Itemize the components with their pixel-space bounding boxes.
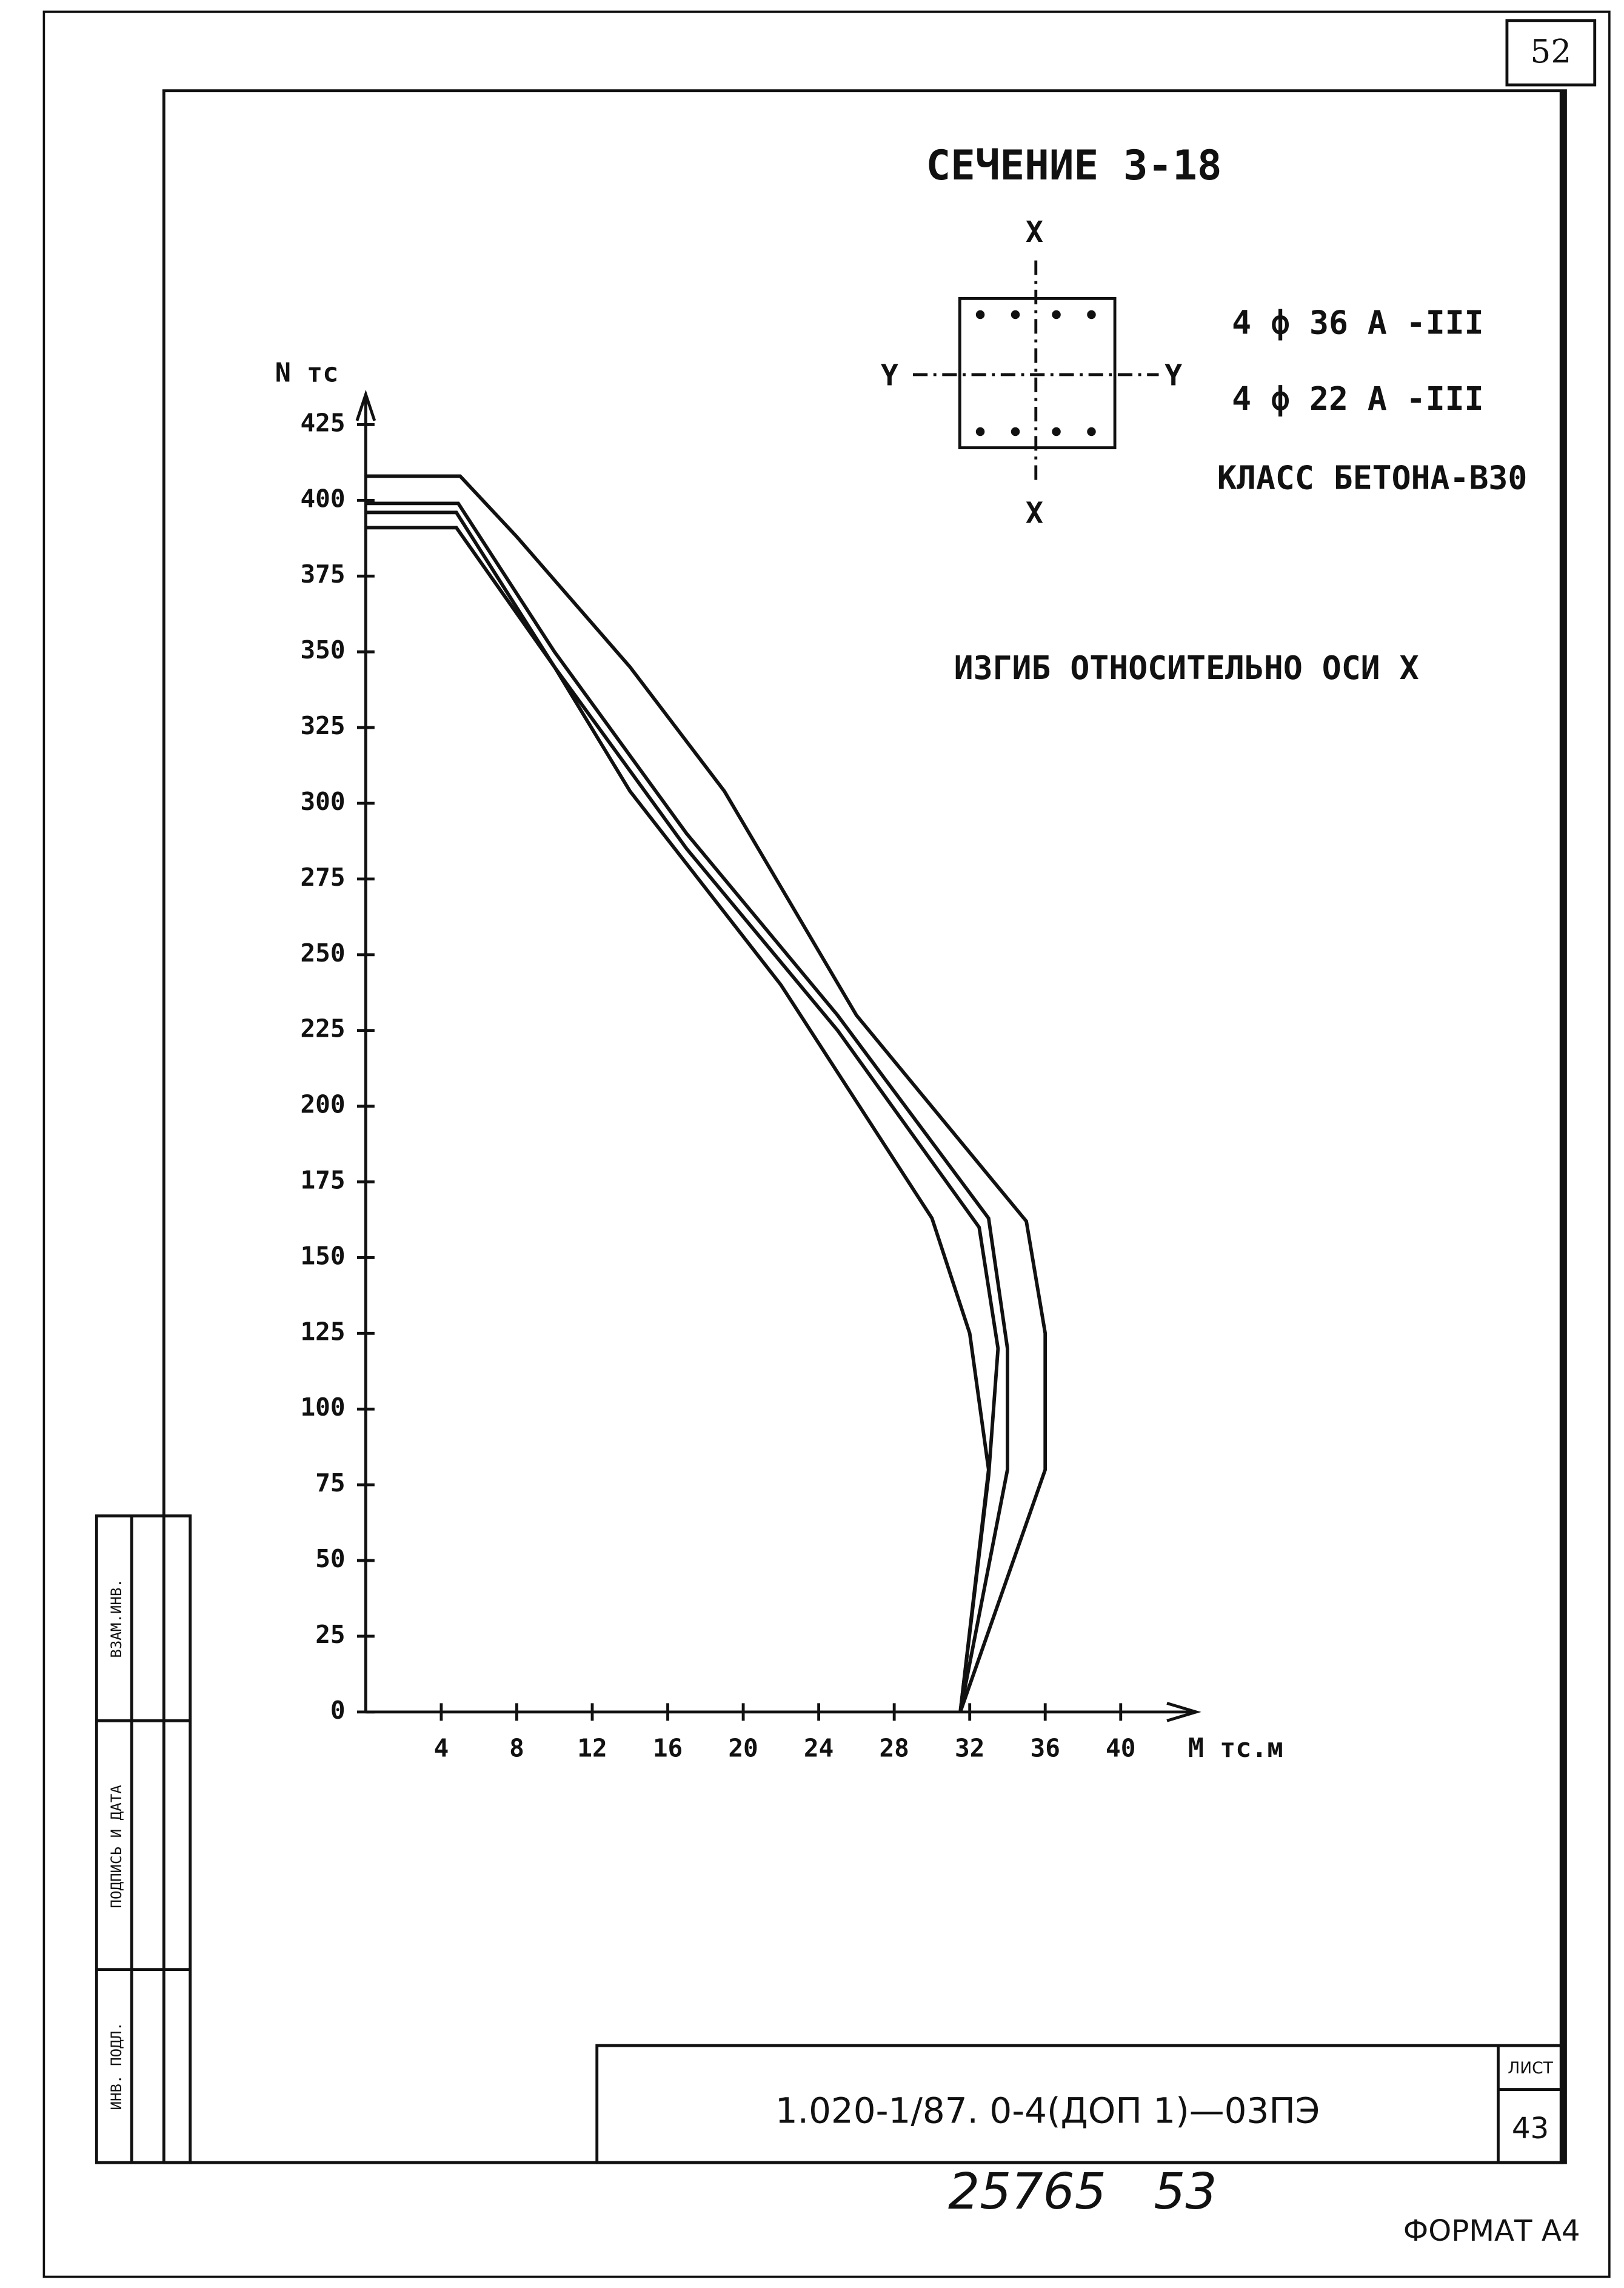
x-tick-label: 8 [509,1734,524,1763]
x-axis-title: M тс.м [1188,1733,1283,1764]
y-tick-label: 350 [300,635,345,664]
y-tick-label: 425 [300,408,345,437]
frame [42,10,1611,2278]
x-tick-label: 28 [879,1734,909,1763]
stamp-label: ПОДПИСЬ И ДАТА [108,1785,125,1908]
x-tick-label: 4 [434,1734,449,1763]
chart: 0 25 50 75 100 125 150 175 200 225 250 275 300 325 350… [300,389,1201,1763]
stamp-label: ВЗАМ.ИНВ. [108,1579,125,1658]
y-tick-label: 125 [300,1317,345,1346]
sheet-label: ЛИСТ [1508,2059,1553,2078]
y-tick-label: 300 [300,787,345,816]
y-tick-label: 25 [315,1620,345,1649]
handwritten-number: 25765 53 [948,2163,1217,2221]
y-tick-label: 175 [300,1166,345,1195]
y-tick-label: 100 [300,1393,345,1422]
chart-title: СЕЧЕНИЕ 3-18 [926,141,1221,189]
x-tick-label: 20 [728,1734,758,1763]
y-tick-label: 0 [330,1696,346,1725]
y-axis-title: N тс [275,358,339,388]
y-tick-label: 325 [300,711,345,740]
reinforcement: 4 ф 36 А -III [1232,304,1483,341]
axis-label: X [1026,497,1043,530]
axis-arrow [1166,1702,1201,1722]
curve [366,474,1048,1713]
x-tick-label: 12 [577,1734,607,1763]
curve [366,501,1009,1713]
x-tick-label: 16 [653,1734,683,1763]
axis-label: Y [881,359,898,393]
subtitle: ИЗГИБ ОТНОСИТЕЛЬНО ОСИ X [954,649,1419,687]
reinforcement: 4 ф 22 А -III [1232,380,1483,418]
y-tick-label: 75 [315,1468,345,1497]
curve [366,526,991,1713]
y-tick-label: 150 [300,1241,345,1270]
x-tick-label: 36 [1031,1734,1060,1763]
concrete-class: КЛАСС БЕТОНА-В30 [1217,459,1527,497]
y-tick-label: 50 [315,1544,345,1573]
x-tick-label: 40 [1106,1734,1135,1763]
y-tick-label: 275 [300,863,345,892]
axis-arrow [355,389,376,421]
section-sketch [913,260,1159,486]
y-tick-label: 400 [300,484,345,513]
y-tick-label: 375 [300,560,345,589]
y-tick-label: 225 [300,1014,345,1043]
x-tick-label: 24 [804,1734,834,1763]
curve [366,510,1000,1713]
format-label: ФОРМАТ А4 [1403,2214,1580,2248]
y-tick-label: 250 [300,938,345,968]
y-tick-label: 200 [300,1090,345,1119]
stamp-label: ИНВ. ПОДЛ. [108,2022,125,2110]
axis-label: X [1026,215,1043,249]
document-code: 1.020-1/87. 0-4(ДОП 1)—03ПЭ [775,2090,1320,2131]
page-number: 52 [1531,33,1572,70]
x-tick-label: 32 [955,1734,984,1763]
sheet-number: 43 [1512,2112,1549,2146]
axis-label: Y [1165,359,1182,393]
